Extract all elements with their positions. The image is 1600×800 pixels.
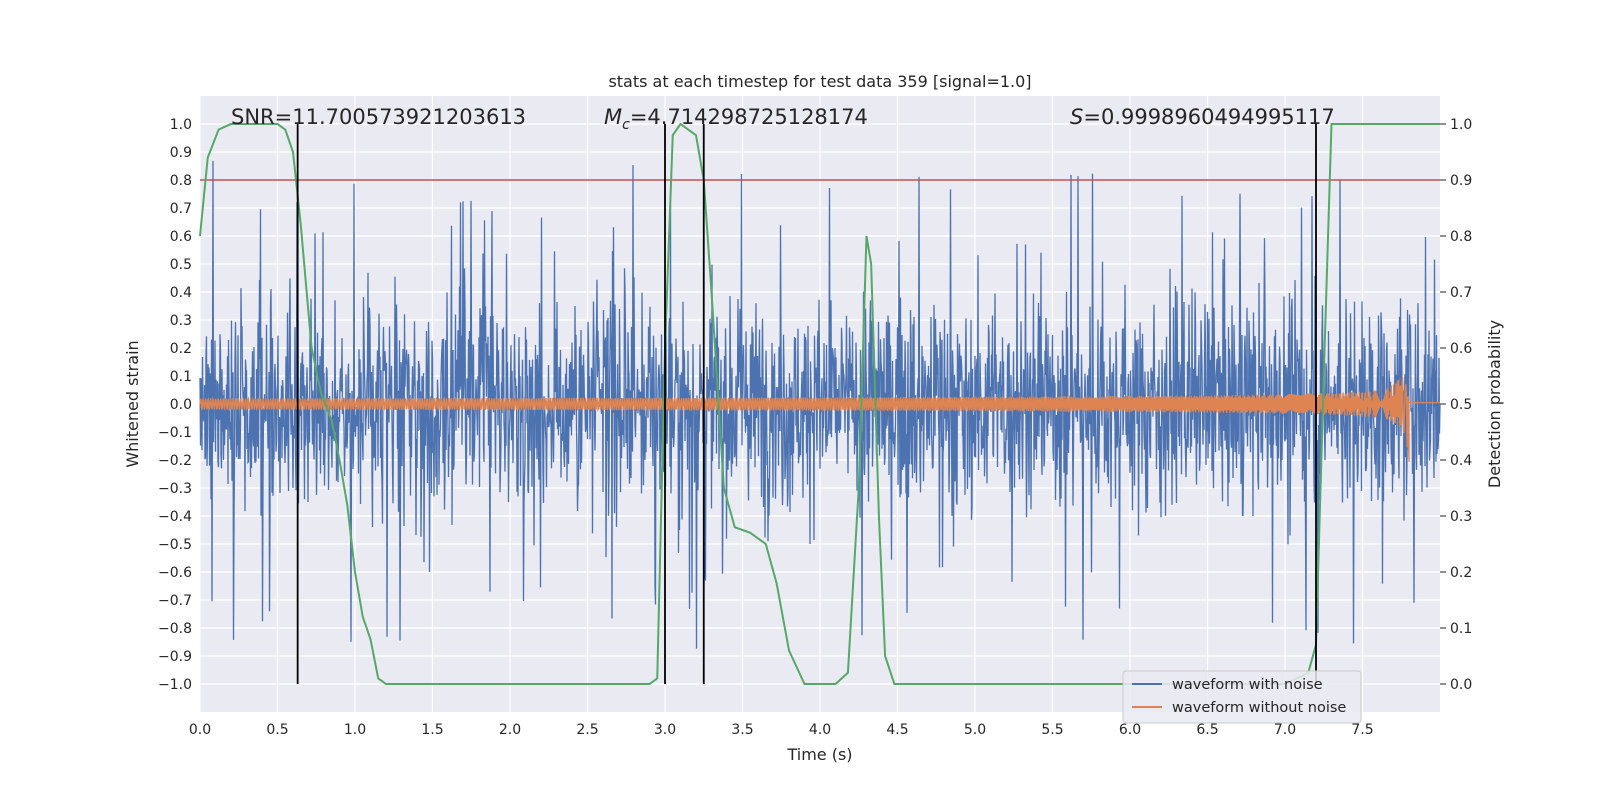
y-tick-label: 0.0 [170, 397, 192, 413]
chirp-mass-symbol: M [604, 105, 622, 129]
y-tick-label: −0.7 [158, 593, 192, 609]
y-tick-label: 0.3 [170, 313, 192, 329]
score-value: =0.9998960494995117 [1083, 105, 1334, 129]
y-tick-label: −0.2 [158, 453, 192, 469]
series-line-waveform-without-noise [199, 376, 1440, 462]
snr-annotation: SNR=11.700573921203613 [231, 105, 526, 129]
y-right-tick-label: 0.1 [1450, 621, 1472, 637]
x-tick-label: 5.5 [1041, 722, 1063, 738]
y-tick-label: 0.5 [170, 257, 192, 273]
y-tick-label: 0.9 [170, 145, 192, 161]
x-tick-label: 6.0 [1119, 722, 1141, 738]
legend: waveform with noise waveform without noi… [1122, 670, 1362, 724]
y-tick-label: 0.1 [170, 369, 192, 385]
y-right-tick-label: 0.7 [1450, 285, 1472, 301]
x-tick-label: 5.0 [964, 722, 986, 738]
x-tick-label: 1.0 [344, 722, 366, 738]
x-tick-label: 6.5 [1196, 722, 1218, 738]
series-layer [199, 122, 1441, 685]
y-right-tick-label: 0.9 [1450, 173, 1472, 189]
y-tick-label: −0.3 [158, 481, 192, 497]
y-tick-label: 0.4 [170, 285, 192, 301]
x-tick-label: 3.0 [654, 722, 676, 738]
y-right-axis-ticks: 0.0 0.1 0.2 0.3 0.4 0.5 0.6 0.7 0.8 0.9 1.0 [1440, 117, 1472, 693]
y-right-tick-label: 0.3 [1450, 509, 1472, 525]
y-axis-ticks: −1.0 −0.9 −0.8 −0.7 −0.6 −0.5 −0.4 −0.3 −0.2 −0.1… [158, 117, 192, 693]
y-right-tick-label: 0.6 [1450, 341, 1472, 357]
y-right-tick-label: 0.5 [1450, 397, 1472, 413]
y-tick-label: 0.2 [170, 341, 192, 357]
legend-label-noisy: waveform with noise [1172, 677, 1323, 693]
x-tick-label: 1.5 [421, 722, 443, 738]
y-right-tick-label: 0.0 [1450, 677, 1472, 693]
y-right-tick-label: 0.2 [1450, 565, 1472, 581]
y-tick-label: −0.4 [158, 509, 192, 525]
chirp-mass-annotation: Mc=4.714298725128174 [604, 105, 868, 133]
x-tick-label: 2.5 [576, 722, 598, 738]
y-tick-label: 0.6 [170, 229, 192, 245]
legend-label-clean: waveform without noise [1172, 700, 1346, 716]
y-axis-label: Whitened strain [123, 340, 142, 467]
chirp-mass-value: =4.714298725128174 [630, 105, 868, 129]
chirp-mass-subscript: c [622, 117, 630, 133]
score-annotation: S=0.9998960494995117 [1070, 105, 1335, 129]
y-right-tick-label: 0.4 [1450, 453, 1472, 469]
y-right-axis-label: Detection probability [1485, 320, 1504, 488]
y-tick-label: −1.0 [158, 677, 192, 693]
x-axis-label: Time (s) [786, 745, 852, 764]
x-tick-label: 4.0 [809, 722, 831, 738]
series-line-waveform-with-noise [199, 160, 1441, 649]
x-tick-label: 7.0 [1274, 722, 1296, 738]
y-right-tick-label: 1.0 [1450, 117, 1472, 133]
y-tick-label: 1.0 [170, 117, 192, 133]
y-right-tick-label: 0.8 [1450, 229, 1472, 245]
x-tick-label: 7.5 [1351, 722, 1373, 738]
y-tick-label: −0.5 [158, 537, 192, 553]
y-tick-label: −0.9 [158, 649, 192, 665]
x-tick-label: 4.5 [886, 722, 908, 738]
x-tick-label: 2.0 [499, 722, 521, 738]
y-tick-label: −0.8 [158, 621, 192, 637]
y-tick-label: 0.8 [170, 173, 192, 189]
y-tick-label: 0.7 [170, 201, 192, 217]
legend-box [1122, 670, 1362, 724]
y-tick-label: −0.6 [158, 565, 192, 581]
series-line-detection-probability [199, 122, 1440, 685]
x-tick-label: 0.5 [266, 722, 288, 738]
chart-title: stats at each timestep for test data 359… [608, 72, 1031, 91]
x-tick-label: 3.5 [731, 722, 753, 738]
x-tick-label: 0.0 [189, 722, 211, 738]
score-symbol: S [1070, 105, 1083, 129]
y-tick-label: −0.1 [158, 425, 192, 441]
x-axis-ticks: 0.0 0.5 1.0 1.5 2.0 2.5 3.0 3.5 4.0 4.5 5.0 5.5 6.0 6… [189, 722, 1374, 738]
